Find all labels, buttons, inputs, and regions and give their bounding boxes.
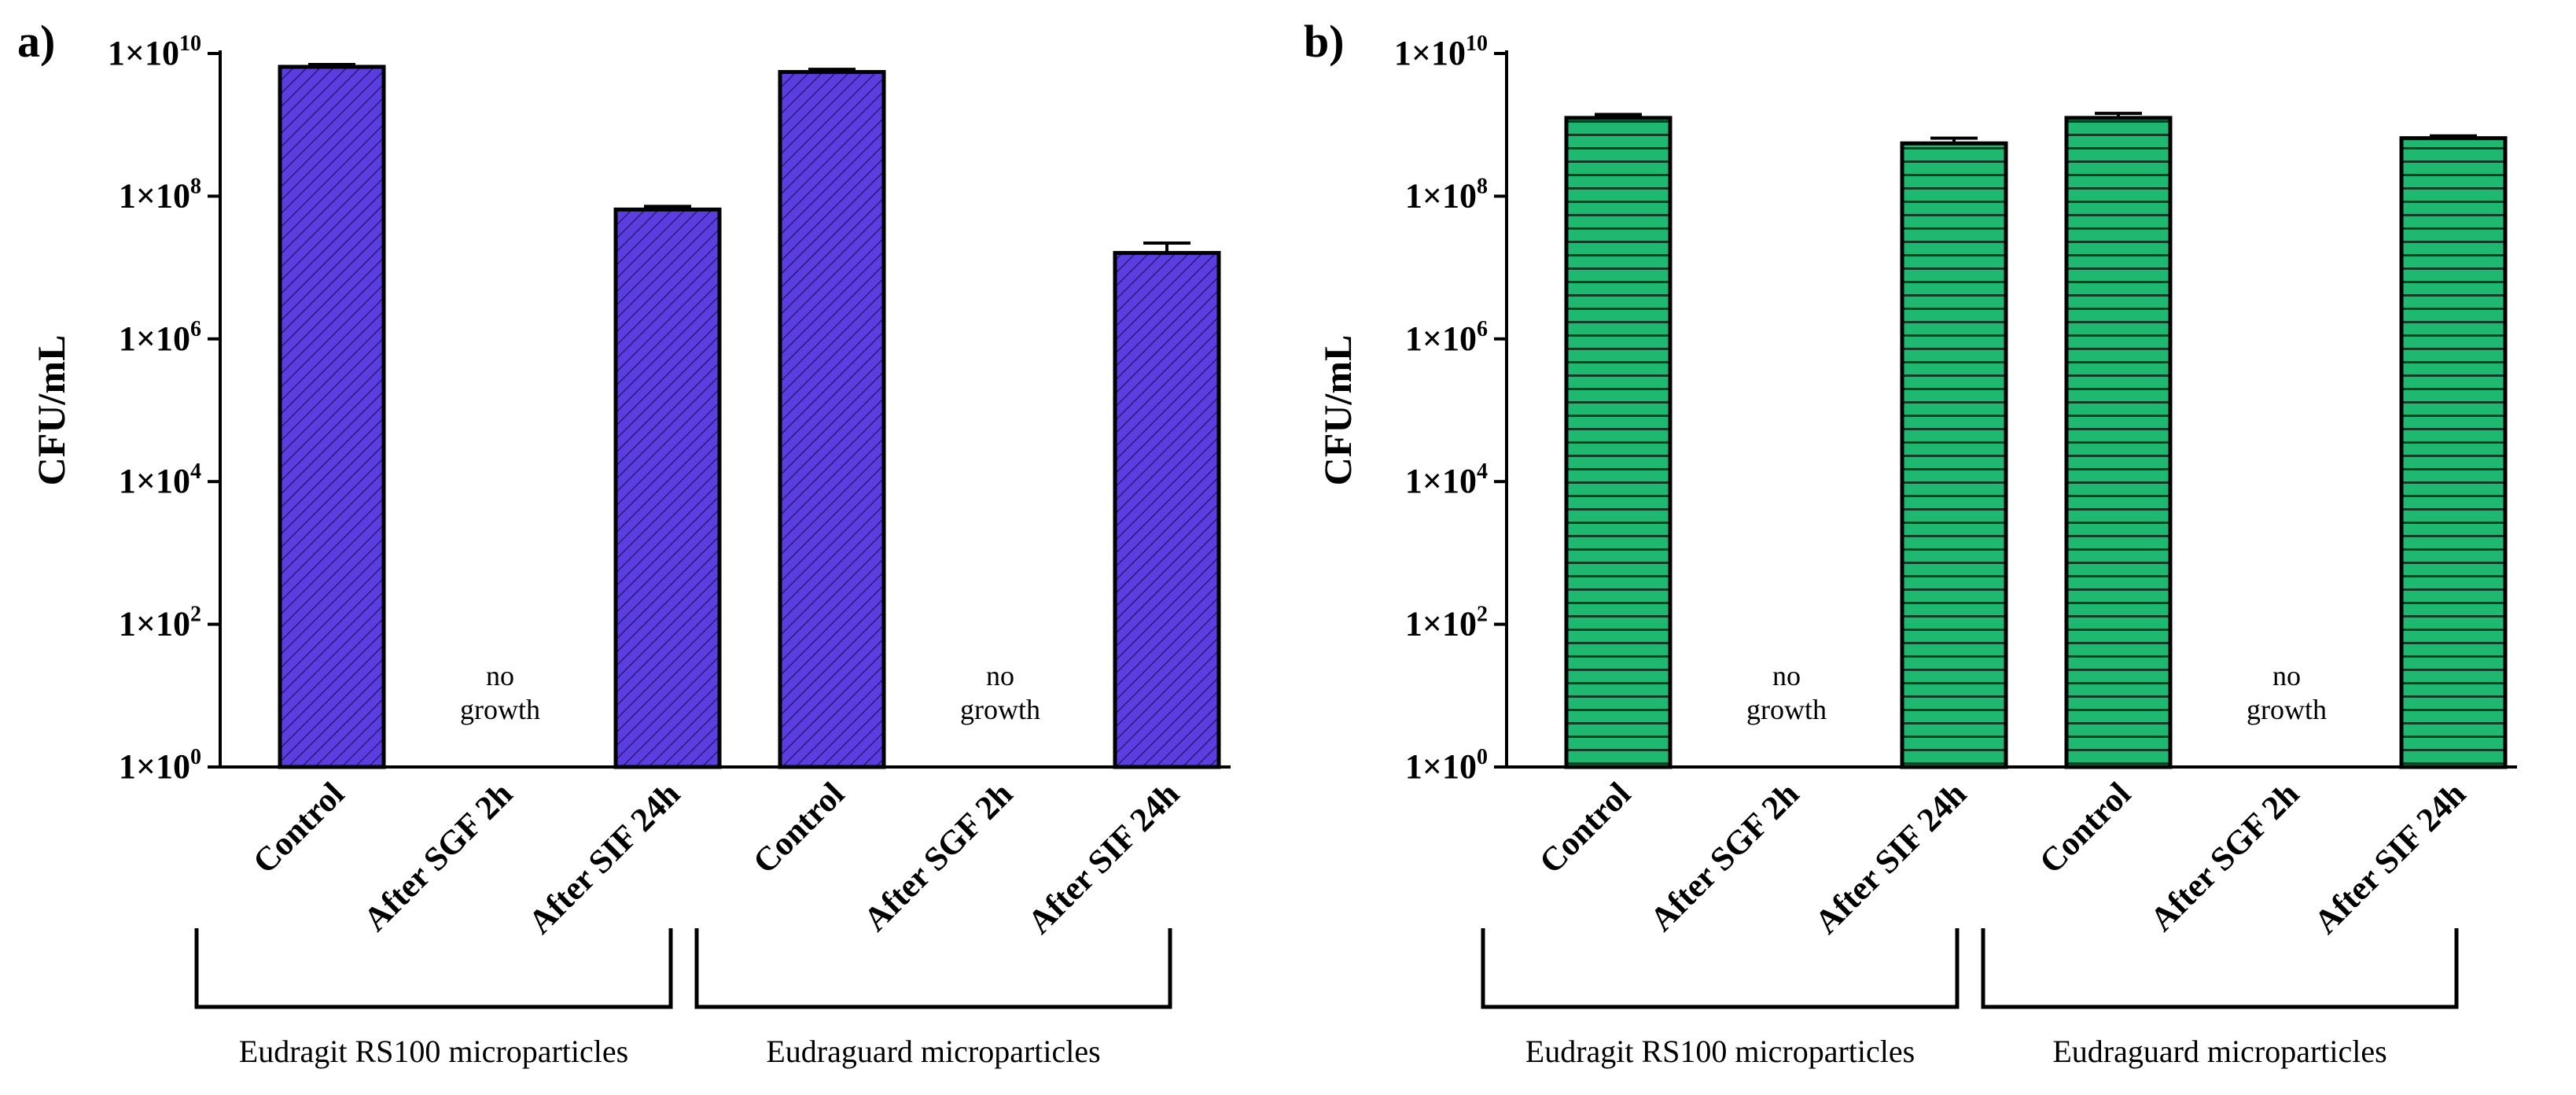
y-tick-label: 1×106: [1405, 317, 1488, 358]
x-tick-label: After SGF 2h: [357, 776, 520, 938]
y-tick-label: 1×104: [1405, 459, 1488, 500]
x-tick-label: Control: [746, 776, 852, 881]
x-tick-label: Control: [1533, 776, 1638, 881]
bar: [2399, 136, 2508, 769]
y-tick-label: 1×100: [119, 745, 201, 786]
y-axis-label: CFU/mL: [1316, 335, 1360, 486]
no-growth-label: growth: [460, 694, 540, 725]
no-growth-label: no: [986, 660, 1014, 691]
y-tick-label: 1×1010: [108, 31, 201, 72]
x-tick-label: After SIF 24h: [521, 776, 687, 942]
no-growth-label: no: [2272, 660, 2301, 691]
group-bracket: [694, 928, 1172, 1009]
group-bracket: [1981, 928, 2459, 1009]
x-tick-label: After SGF 2h: [1643, 776, 1806, 938]
y-tick-label: 1×108: [119, 174, 201, 215]
x-tick-label: Control: [2033, 776, 2138, 881]
bar: [1900, 141, 2008, 769]
group-bracket: [194, 928, 673, 1009]
y-tick-label: 1×106: [119, 317, 201, 358]
panel-label: a): [17, 16, 55, 67]
bar: [778, 70, 886, 769]
no-growth-label: no: [486, 660, 514, 691]
panel-label: b): [1304, 16, 1345, 67]
y-tick-label: 1×108: [1405, 174, 1488, 215]
no-growth-label: growth: [1746, 694, 1827, 725]
chart-panel-a: a) CFU/mL 1×100 1×102 1×104 1×106 1×108 1×1010 C…: [17, 16, 1231, 1069]
x-tick-label: After SIF 24h: [1021, 776, 1187, 942]
y-axis-label: CFU/mL: [29, 335, 73, 486]
x-tick-label: After SIF 24h: [2307, 776, 2473, 942]
chart-panel-b: b) CFU/mL 1×100 1×102 1×104 1×106 1×108 1×1010 C…: [1304, 16, 2517, 1069]
x-tick-label: After SGF 2h: [2144, 776, 2306, 938]
bar: [613, 207, 722, 769]
group-label: Eudraguard microparticles: [2052, 1034, 2386, 1069]
x-tick-label: After SGF 2h: [857, 776, 1020, 938]
x-tick-label: Control: [246, 776, 351, 881]
group-bracket: [1481, 928, 1960, 1009]
y-tick-label: 1×104: [119, 459, 201, 500]
bar: [2064, 116, 2173, 769]
y-tick-label: 1×102: [1405, 603, 1488, 643]
bar: [1564, 116, 1673, 769]
y-tick-label: 1×100: [1405, 745, 1488, 786]
bar: [278, 65, 386, 769]
y-tick-label: 1×1010: [1394, 31, 1488, 72]
x-tick-label: After SIF 24h: [1808, 776, 1974, 942]
no-growth-label: no: [1772, 660, 1801, 691]
group-label: Eudragit RS100 microparticles: [239, 1034, 628, 1069]
no-growth-label: growth: [2247, 694, 2327, 725]
y-tick-label: 1×102: [119, 603, 201, 643]
group-label: Eudragit RS100 microparticles: [1525, 1034, 1915, 1069]
bar: [1113, 251, 1221, 769]
no-growth-label: growth: [960, 694, 1040, 725]
group-label: Eudraguard microparticles: [766, 1034, 1100, 1069]
